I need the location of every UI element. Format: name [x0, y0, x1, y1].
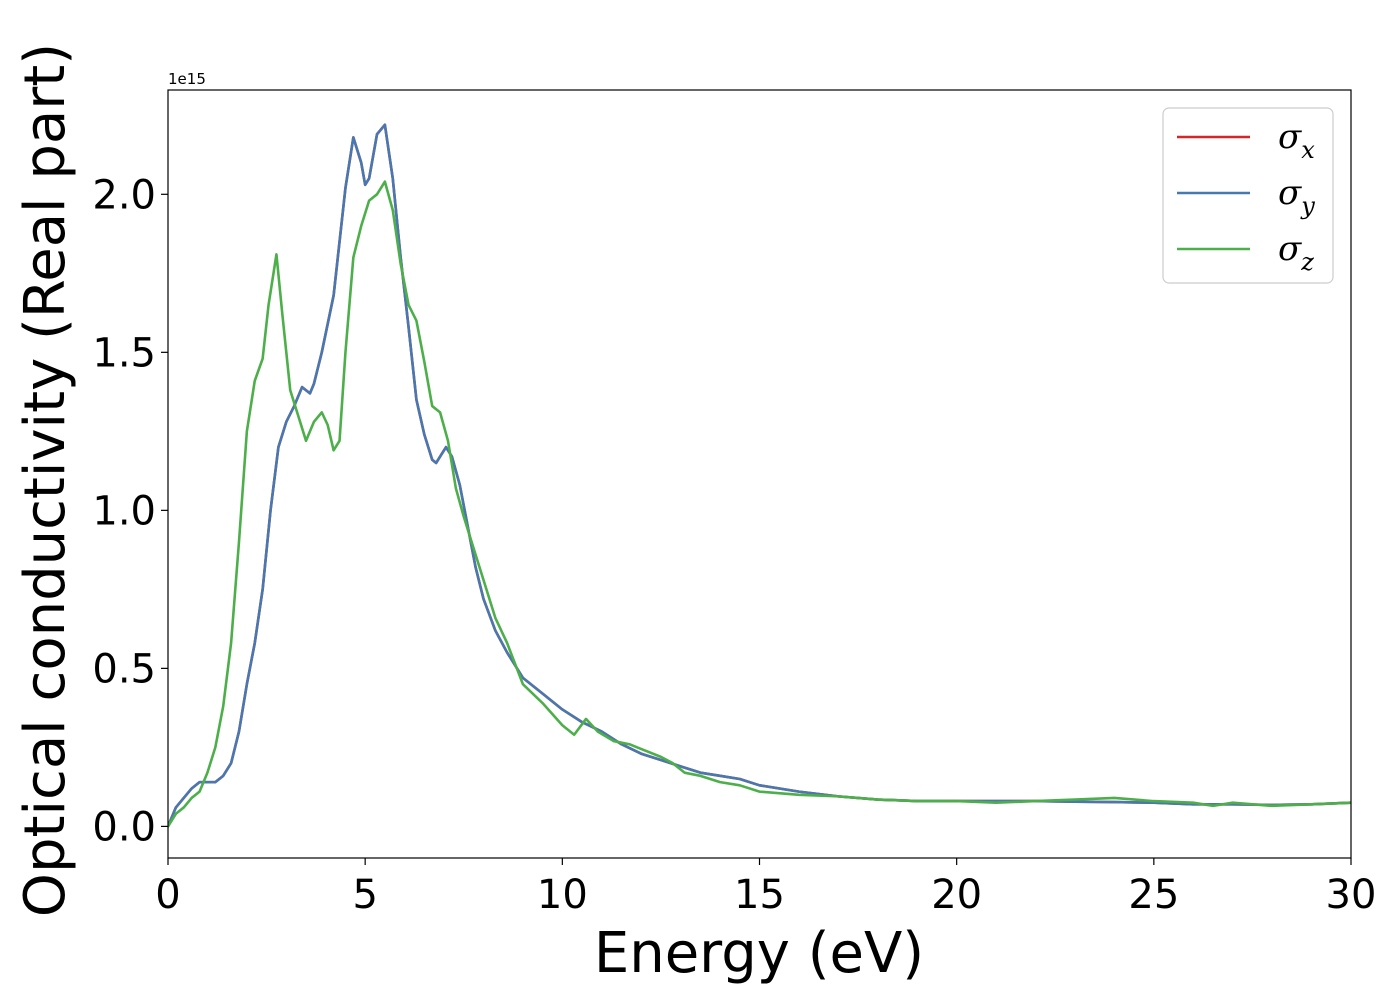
y-axis-ticks: 0.0 0.5 1.0 1.5 2.0 — [92, 172, 168, 850]
x-tick-label: 0 — [155, 872, 180, 918]
legend-box — [1162, 107, 1334, 284]
x-tick-label: 20 — [931, 872, 982, 918]
y-tick-label: 1.5 — [92, 330, 156, 376]
series-line-z — [168, 180, 1351, 828]
x-axis-label: Energy (eV) — [594, 921, 924, 986]
y-tick-label: 0.0 — [92, 804, 156, 850]
y-axis-label: Optical conductivity (Real part) — [13, 43, 78, 917]
x-axis-ticks: 0 5 10 15 20 25 30 — [155, 858, 1376, 918]
y-tick-label: 0.5 — [92, 646, 156, 692]
y-tick-label: 2.0 — [92, 172, 156, 218]
x-tick-label: 30 — [1326, 872, 1377, 918]
y-axis-offset-label: 1e15 — [168, 70, 206, 88]
y-tick-label: 1.0 — [92, 488, 156, 534]
x-tick-label: 25 — [1128, 872, 1179, 918]
x-tick-label: 15 — [734, 872, 785, 918]
legend-label-x: σx — [1278, 117, 1315, 164]
x-tick-label: 10 — [537, 872, 588, 918]
x-tick-label: 5 — [352, 872, 377, 918]
series-lines — [168, 123, 1351, 828]
